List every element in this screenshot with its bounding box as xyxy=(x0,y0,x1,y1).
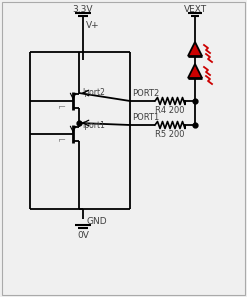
Text: 3.3V: 3.3V xyxy=(73,5,93,14)
Text: VEXT: VEXT xyxy=(184,5,206,14)
Polygon shape xyxy=(188,64,202,78)
Text: Iport1: Iport1 xyxy=(82,121,105,130)
Text: R5 200: R5 200 xyxy=(155,130,185,139)
Text: V+: V+ xyxy=(86,21,100,31)
Text: 0V: 0V xyxy=(77,231,89,240)
Text: PORT2: PORT2 xyxy=(132,89,159,98)
Text: Iport2: Iport2 xyxy=(82,88,105,97)
Text: ⌐: ⌐ xyxy=(58,101,66,111)
Text: ⌐: ⌐ xyxy=(58,134,66,144)
Text: PORT1: PORT1 xyxy=(132,113,159,122)
Polygon shape xyxy=(188,42,202,56)
Text: R4 200: R4 200 xyxy=(155,106,185,115)
Text: GND: GND xyxy=(86,217,107,227)
